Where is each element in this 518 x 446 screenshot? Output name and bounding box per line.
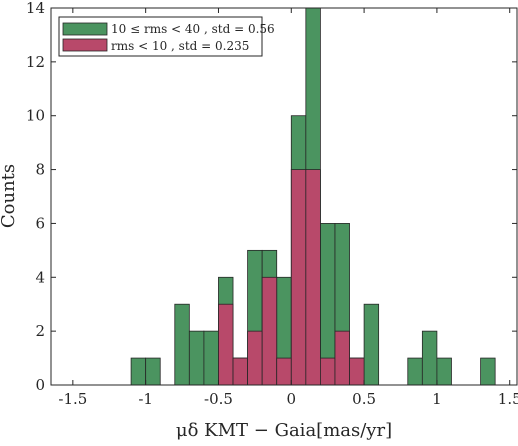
x-axis-label: μδ KMT − Gaia[mas/yr] <box>176 420 392 441</box>
bar-narrow-rms-12 <box>320 357 336 386</box>
bar-narrow-rms-11 <box>305 169 321 386</box>
y-tick-label: 12 <box>26 53 45 71</box>
legend-label-wide-rms: 10 ≤ rms < 40 , std = 0.56 <box>111 22 275 36</box>
legend-label-narrow-rms: rms < 10 , std = 0.235 <box>111 39 249 53</box>
bar-wide-rms-19 <box>480 357 496 386</box>
bar-narrow-rms-14 <box>349 357 365 386</box>
bar-narrow-rms-9 <box>276 357 292 386</box>
y-tick-label: 8 <box>35 161 45 179</box>
x-tick-label: 1.5 <box>498 390 518 408</box>
y-tick-label: 14 <box>26 0 45 17</box>
bar-narrow-rms-7 <box>247 330 263 386</box>
y-tick-label: 10 <box>26 107 45 125</box>
bar-narrow-rms-10 <box>290 169 307 386</box>
bar-narrow-rms-8 <box>261 276 278 386</box>
bars-layer <box>130 7 496 386</box>
bar-wide-rms-15 <box>363 303 380 386</box>
y-tick-label: 0 <box>35 376 45 394</box>
bar-wide-rms-2 <box>174 303 190 386</box>
legend: 10 ≤ rms < 40 , std = 0.56 rms < 10 , st… <box>58 16 275 57</box>
bar-wide-rms-1 <box>145 357 161 386</box>
legend-swatch-narrow-rms <box>62 38 108 52</box>
x-tick-label: -1.5 <box>58 390 87 408</box>
bar-wide-rms-4 <box>203 330 219 386</box>
bar-narrow-rms-6 <box>232 357 248 386</box>
y-tick-label: 6 <box>35 214 45 232</box>
ticks-layer: -1.5 -1 -0.5 0 0.5 1 1.5 0 2 4 6 8 10 12 14 <box>26 0 518 408</box>
x-tick-label: 1 <box>432 390 442 408</box>
bar-wide-rms-17 <box>421 330 438 386</box>
bar-narrow-rms-5 <box>218 303 234 386</box>
x-tick-label: 0 <box>287 390 297 408</box>
x-tick-label: 0.5 <box>352 390 376 408</box>
legend-swatch-wide-rms <box>62 22 108 36</box>
bar-wide-rms-16 <box>407 357 423 386</box>
bar-wide-rms-0 <box>130 357 147 386</box>
plot-frame <box>50 7 518 386</box>
y-tick-label: 4 <box>35 268 45 286</box>
bar-wide-rms-18 <box>436 357 452 386</box>
x-tick-label: -1 <box>138 390 153 408</box>
x-tick-label: -0.5 <box>204 390 233 408</box>
y-tick-label: 2 <box>35 322 45 340</box>
y-axis-label: Counts <box>0 164 19 228</box>
bar-narrow-rms-13 <box>334 330 350 386</box>
bar-wide-rms-3 <box>188 330 205 386</box>
